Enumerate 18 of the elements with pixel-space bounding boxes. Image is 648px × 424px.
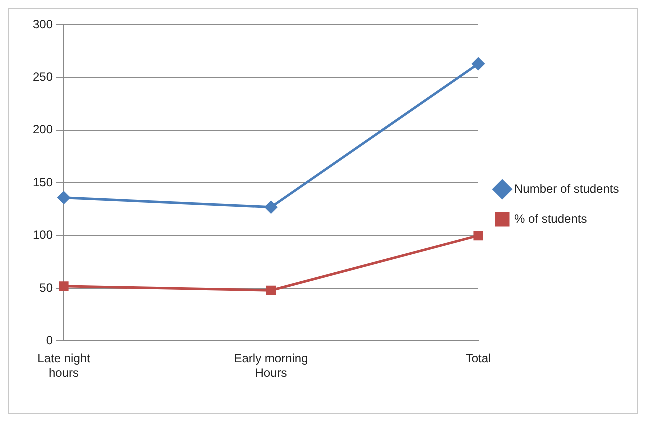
point	[472, 58, 485, 70]
point	[474, 231, 484, 241]
y-tick-label: 200	[32, 122, 54, 137]
y-tick-label: 0	[46, 334, 54, 348]
x-tick-label: Total	[466, 352, 492, 366]
point	[59, 282, 69, 292]
y-tick-label: 250	[32, 70, 54, 84]
x-tick-label: Early morning Hours	[234, 352, 308, 380]
x-tick-label: Late night hours	[38, 352, 92, 380]
legend-label: Number of students	[514, 182, 620, 196]
legend-label: % of students	[514, 212, 588, 226]
y-tick-label: 300	[32, 17, 54, 32]
point	[266, 286, 276, 296]
point	[265, 201, 278, 214]
y-tick-label: 150	[32, 175, 54, 190]
y-tick-label: 100	[32, 228, 54, 242]
y-tick-label: 50	[40, 280, 54, 295]
point	[58, 192, 70, 204]
